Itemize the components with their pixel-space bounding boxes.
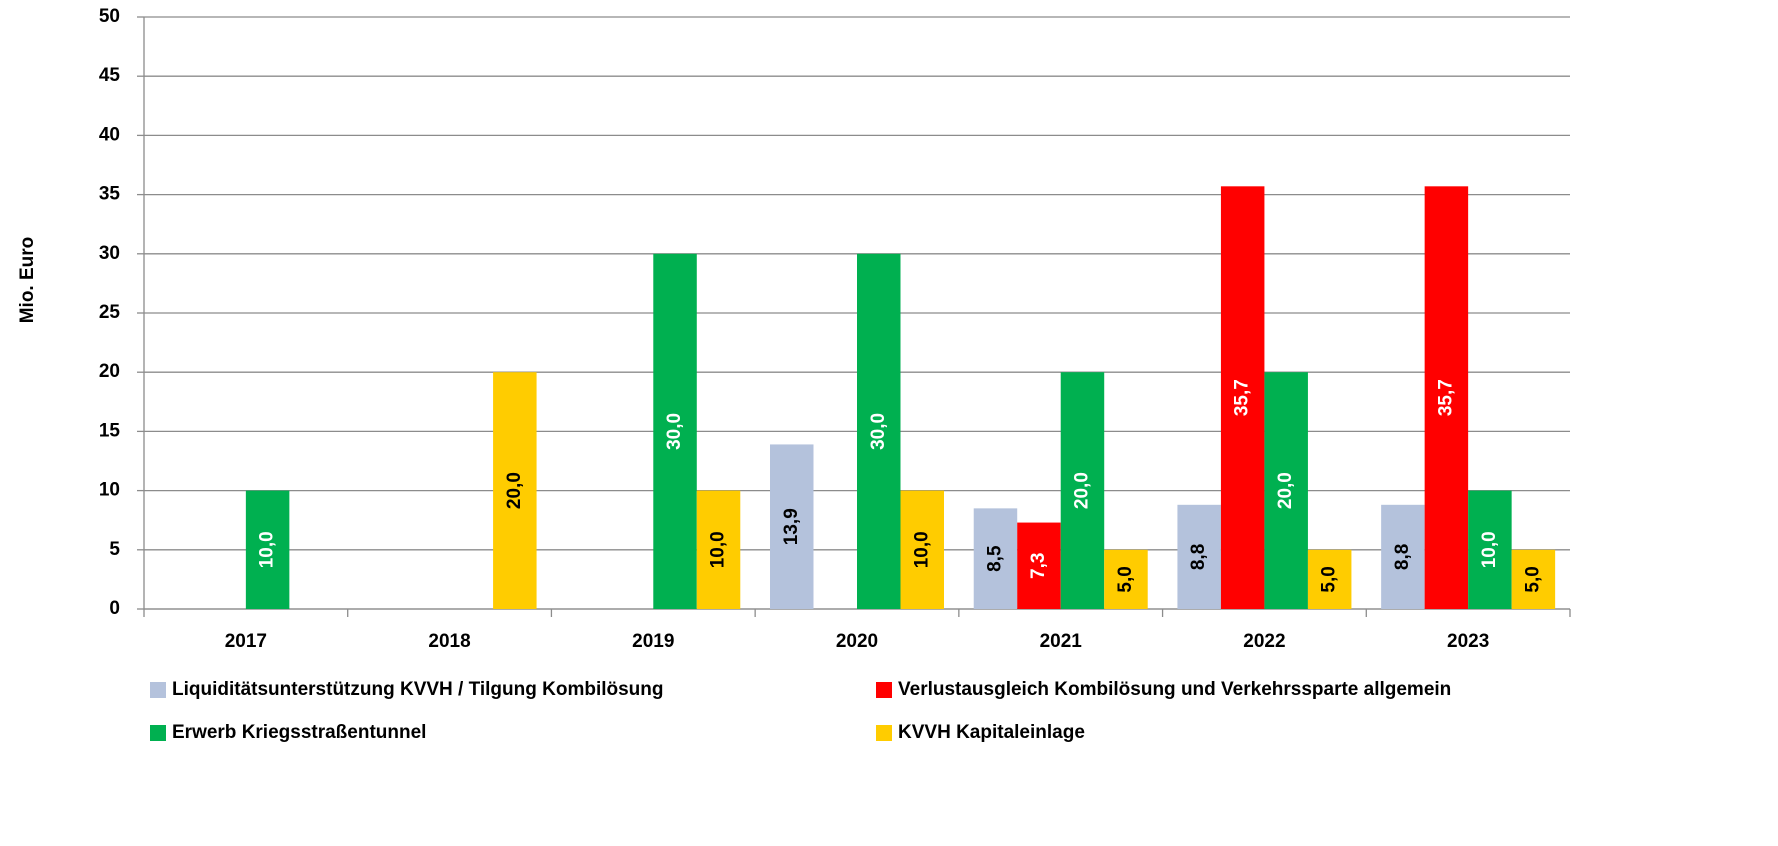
data-label: 8,8 [1392,544,1413,570]
data-label: 20,0 [1275,472,1296,509]
x-tick-label: 2023 [1447,631,1489,652]
bar [1017,522,1061,609]
bar [770,444,814,609]
data-label: 35,7 [1435,379,1456,416]
bar [493,372,537,609]
y-tick-label: 40 [99,124,120,145]
y-tick-label: 15 [99,420,121,441]
legend-swatch [876,682,892,698]
bar [245,490,290,609]
y-tick-label: 0 [109,598,120,619]
bar [857,253,901,610]
bar [1511,549,1556,609]
data-label: 10,0 [1479,531,1500,568]
data-label: 20,0 [504,472,525,509]
bar [1307,549,1352,609]
bar [1424,186,1469,609]
data-label: 30,0 [868,413,889,450]
data-label: 20,0 [1071,472,1092,509]
bar [1060,372,1105,609]
x-tick-label: 2019 [632,631,674,652]
bar [1104,549,1148,609]
bar [696,490,741,609]
data-label: 10,0 [911,531,932,568]
bar [900,490,944,609]
bar [1220,186,1265,609]
data-label: 8,5 [984,545,1005,572]
y-tick-label: 45 [99,65,121,86]
bar [1468,490,1512,609]
legend-label: KVVH Kapitaleinlage [898,722,1085,743]
bar [1177,504,1221,609]
bar [653,253,697,610]
x-tick-label: 2020 [836,631,878,652]
data-label: 35,7 [1232,379,1253,416]
y-tick-label: 30 [99,243,120,264]
x-tick-label: 2022 [1243,631,1285,652]
legend-label: Liquiditätsunterstützung KVVH / Tilgung … [172,679,664,700]
bar [1381,504,1425,609]
data-label: 13,9 [781,508,802,545]
data-label: 5,0 [1115,566,1136,592]
legend-label: Verlustausgleich Kombilösung und Verkehr… [898,679,1451,700]
y-tick-label: 10 [99,480,120,501]
y-tick-label: 25 [99,302,121,323]
bar [1264,372,1308,609]
x-tick-label: 2017 [225,631,267,652]
y-tick-label: 20 [99,361,120,382]
y-tick-label: 50 [99,6,120,27]
legend-swatch [876,725,892,741]
data-label: 10,0 [708,531,729,568]
x-tick-label: 2018 [428,631,470,652]
legend-label: Erwerb Kriegsstraßentunnel [172,722,426,743]
legend-swatch [150,682,166,698]
x-tick-label: 2021 [1040,631,1083,652]
data-label: 5,0 [1522,566,1543,592]
data-label: 30,0 [664,413,685,450]
data-label: 10,0 [257,531,278,568]
data-label: 7,3 [1028,553,1049,579]
legend-swatch [150,725,166,741]
bar [973,508,1018,609]
y-axis-title: Mio. Euro [17,237,38,324]
y-tick-label: 5 [109,539,120,560]
y-tick-label: 35 [99,184,121,205]
data-label: 8,8 [1188,544,1209,570]
data-label: 5,0 [1319,566,1340,592]
